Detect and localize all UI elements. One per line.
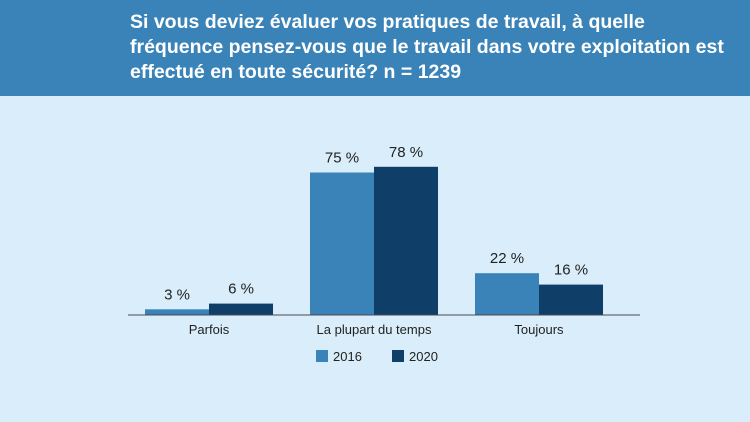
data-label-2016-2: 22 % <box>490 250 524 267</box>
bar-2016-1 <box>310 172 374 315</box>
bar-2020-1 <box>374 166 438 315</box>
bar-2020-2 <box>539 284 603 315</box>
data-label-2016-0: 3 % <box>164 286 190 303</box>
legend-label-2016: 2016 <box>333 349 362 364</box>
x-tick-label-0: Parfois <box>189 322 230 337</box>
data-label-2020-2: 16 % <box>554 262 588 279</box>
data-label-2020-0: 6 % <box>228 281 254 298</box>
chart-title: Si vous deviez évaluer vos pratiques de … <box>130 11 724 83</box>
x-tick-label-1: La plupart du temps <box>317 322 432 337</box>
bar-2016-0 <box>145 309 209 315</box>
data-label-2020-1: 78 % <box>389 144 423 161</box>
data-label-2016-1: 75 % <box>325 150 359 167</box>
x-tick-label-2: Toujours <box>514 322 564 337</box>
bar-2016-2 <box>475 273 539 315</box>
legend-swatch-2020 <box>392 350 404 362</box>
legend-swatch-2016 <box>316 350 328 362</box>
bar-2020-0 <box>209 303 273 315</box>
legend-label-2020: 2020 <box>409 349 438 364</box>
title-banner: Si vous deviez évaluer vos pratiques de … <box>0 0 750 96</box>
